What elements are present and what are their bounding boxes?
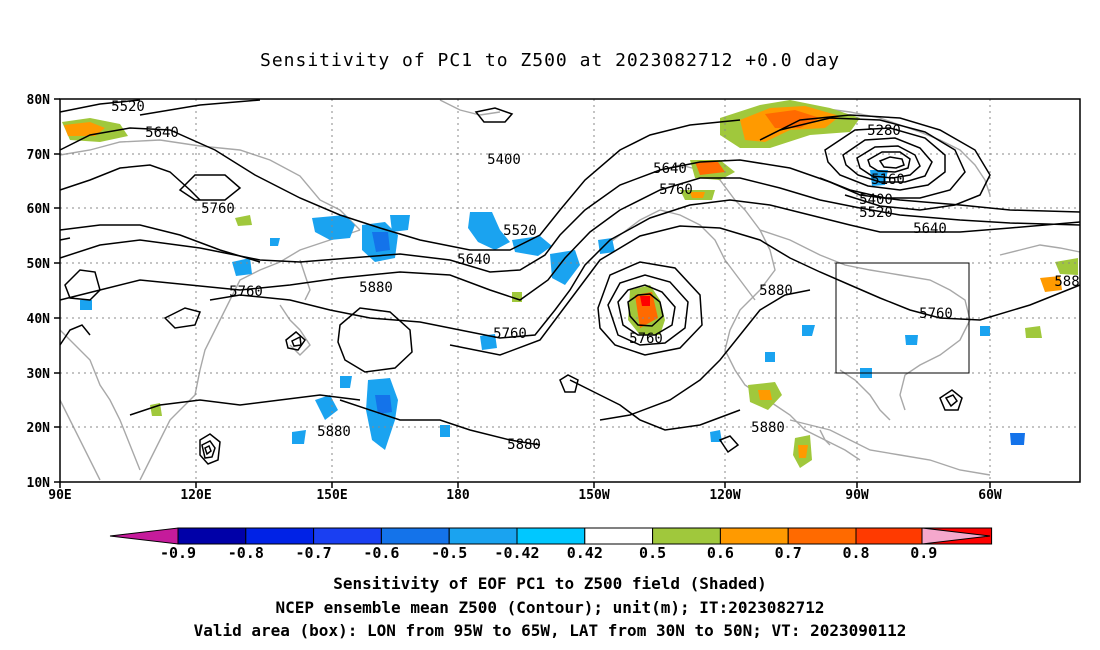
colorbar-bin [855, 527, 925, 545]
map-frame [59, 98, 1081, 483]
colorbar-label: -0.5 [431, 544, 467, 562]
contour-label: 5880 [317, 424, 351, 440]
lon-label-90w: 90W [845, 488, 869, 503]
caption-contour: NCEP ensemble mean Z500 (Contour); unit(… [275, 598, 825, 617]
lon-label-150w: 150W [578, 488, 609, 503]
lon-labels: 90E 120E 150E 180 150W 120W 90W 60W [48, 488, 1002, 503]
lat-label-50n: 50N [27, 257, 51, 272]
valid-area-box [835, 262, 970, 374]
contour-label: 5760 [201, 201, 235, 217]
lat-label-80n: 80N [27, 93, 51, 108]
colorbar-label: 0.42 [567, 544, 603, 562]
colorbar-label: 0.5 [639, 544, 666, 562]
contour-labels: 5520 5640 5760 5400 5640 5760 5280 5160 … [111, 99, 1080, 453]
lat-label-40n: 40N [27, 312, 51, 327]
lat-labels: 80N 70N 60N 50N 40N 30N 20N 10N [27, 93, 51, 491]
colorbar-label: 0.6 [707, 544, 734, 562]
colorbar-bin [652, 527, 721, 545]
contour-label: 5520 [859, 205, 893, 221]
lat-lon-grid [60, 99, 1080, 482]
contour-label: 5400 [487, 152, 521, 168]
contour-label: 5280 [867, 123, 901, 139]
colorbar [109, 527, 993, 545]
colorbar-bin [177, 527, 247, 545]
colorbar-label: 0.8 [842, 544, 869, 562]
contour-label: 5880 [759, 283, 793, 299]
contour-label: 5880 [751, 420, 785, 436]
lat-label-60n: 60N [27, 202, 51, 217]
contour-label: 5400 [859, 192, 893, 208]
z500-contours [59, 99, 1081, 465]
lon-label-120w: 120W [709, 488, 740, 503]
colorbar-label: 0.7 [775, 544, 802, 562]
contour-label: 5640 [457, 252, 491, 268]
contour-label: 5520 [503, 223, 537, 239]
colorbar-bin [787, 527, 857, 545]
colorbar-label: -0.9 [160, 544, 196, 562]
colorbar-bin [380, 527, 450, 545]
contour-label: 5760 [493, 326, 527, 342]
lat-label-20n: 20N [27, 421, 51, 436]
contour-label: 5640 [913, 221, 947, 237]
caption-valid-area: Valid area (box): LON from 95W to 65W, L… [193, 621, 907, 640]
coastlines [59, 99, 1081, 481]
contour-label: 5520 [111, 99, 145, 115]
contour-label: 5640 [145, 125, 179, 141]
lat-label-10n: 10N [27, 476, 51, 491]
lon-label-180: 180 [446, 488, 470, 503]
contour-label: 5640 [653, 161, 687, 177]
lon-label-120e: 120E [180, 488, 211, 503]
lat-label-30n: 30N [27, 367, 51, 382]
colorbar-label: -0.7 [296, 544, 332, 562]
colorbar-label: -0.42 [494, 544, 539, 562]
colorbar-bin [245, 527, 315, 545]
contour-label: 588 [1054, 274, 1079, 290]
contour-label: 5880 [359, 280, 393, 296]
colorbar-bin [448, 527, 518, 545]
contour-label: 5760 [659, 182, 693, 198]
colorbar-bin [516, 527, 586, 545]
colorbar-bin [584, 527, 654, 545]
lat-label-70n: 70N [27, 148, 51, 163]
colorbar-bin [313, 527, 382, 545]
colorbar-label: 0.9 [910, 544, 937, 562]
lon-label-150e: 150E [316, 488, 347, 503]
contour-label: 5760 [229, 284, 263, 300]
map-title: Sensitivity of PC1 to Z500 at 2023082712… [259, 50, 840, 71]
colorbar-labels: -0.9 -0.8 -0.7 -0.6 -0.5 -0.42 0.42 0.5 0.6 0.7 0.… [160, 544, 937, 562]
contour-label: 5760 [919, 306, 953, 322]
colorbar-low-triangle [109, 527, 179, 545]
colorbar-label: -0.6 [363, 544, 399, 562]
contour-label: 5760 [629, 331, 663, 347]
colorbar-bin [719, 527, 789, 545]
contour-label: 5880 [507, 437, 541, 453]
lon-label-60w: 60W [978, 488, 1002, 503]
colorbar-label: -0.8 [228, 544, 264, 562]
contour-label: 5160 [871, 172, 905, 188]
lon-label-90e: 90E [48, 488, 71, 503]
caption-shading: Sensitivity of EOF PC1 to Z500 field (Sh… [333, 574, 767, 593]
colorbar-high-triangle [921, 527, 991, 545]
axis-ticks [54, 98, 991, 488]
